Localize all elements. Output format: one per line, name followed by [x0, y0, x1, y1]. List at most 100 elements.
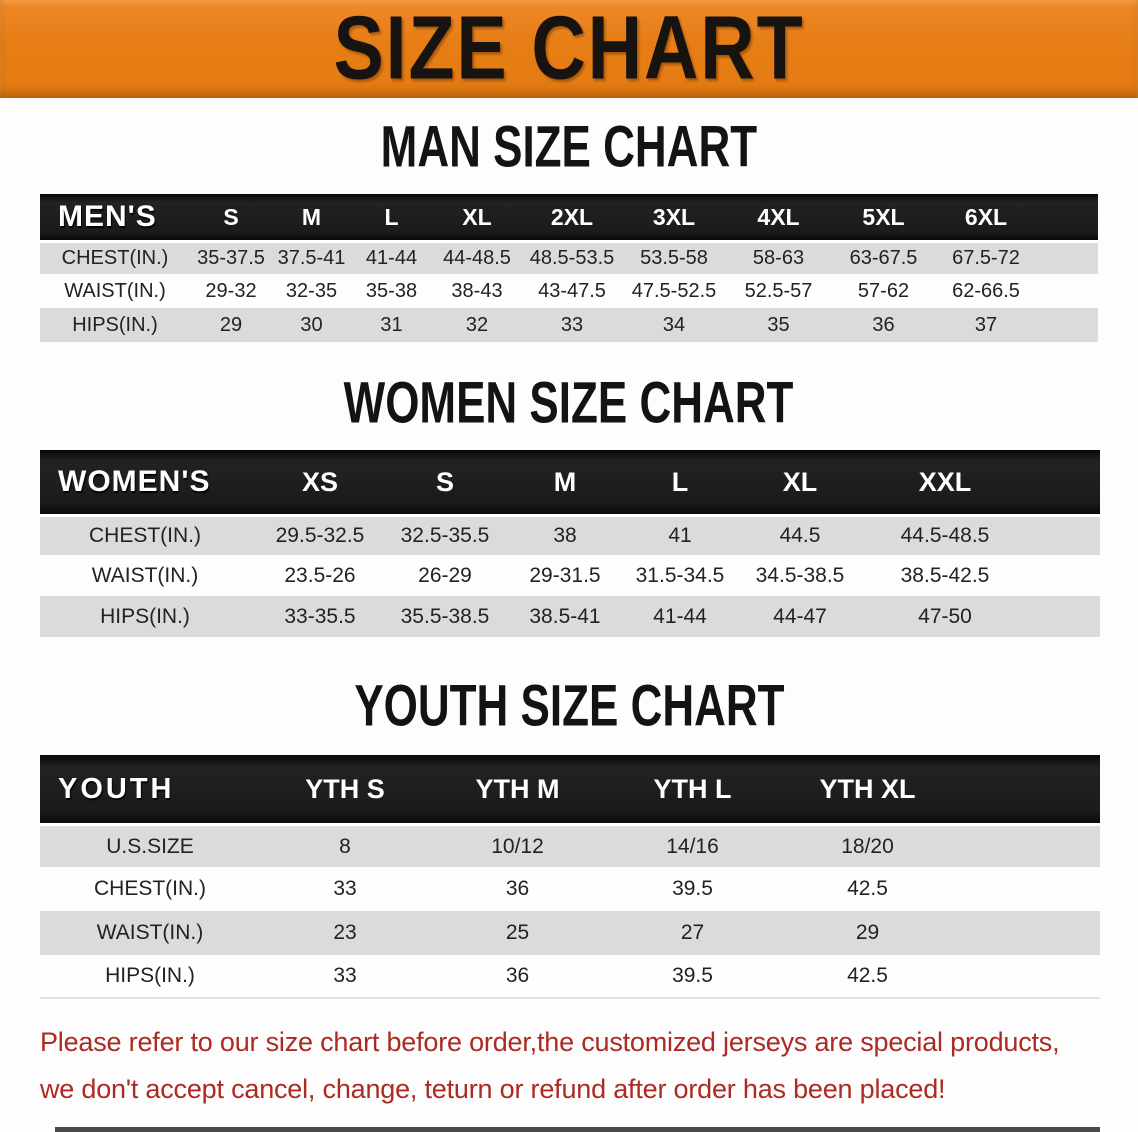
men-hips-row: HIPS(IN.) 29 30 31 32 33 34 35 36 37 — [40, 308, 1098, 342]
cell: 32-35 — [285, 279, 338, 302]
row-label: WAIST(IN.) — [96, 921, 204, 944]
youth-size-col-header: YTH L — [605, 755, 780, 823]
youth-size-col-header: YTH XL — [780, 755, 955, 823]
banner: SIZE CHART — [0, 0, 1138, 98]
cell: 41-44 — [351, 240, 432, 274]
filler-cell — [955, 911, 1100, 955]
row-label: U.S.SIZE — [40, 823, 260, 867]
men-waist-row: WAIST(IN.) 29-32 32-35 35-38 38-43 43-47… — [40, 274, 1098, 308]
women-header-row: WOMEN'S XS S M L XL XXL — [40, 450, 1100, 514]
row-label: HIPS(IN.) — [40, 955, 260, 999]
filler-cell — [1020, 450, 1100, 514]
disclaimer-line1: Please refer to our size chart before or… — [40, 1027, 1060, 1057]
cell: 30 — [300, 313, 323, 336]
cell: 38.5-41 — [529, 604, 601, 628]
men-size-col-header: 5XL — [831, 194, 936, 240]
cell: 42.5 — [780, 955, 955, 999]
women-corner-label: WOMEN'S — [40, 450, 250, 514]
bottom-border — [55, 1127, 1100, 1132]
cell: 32 — [465, 313, 489, 336]
cell: 26-29 — [418, 563, 472, 587]
men-size-col-header: M — [272, 194, 351, 240]
cell: 36 — [872, 313, 895, 336]
filler-cell — [1020, 596, 1100, 637]
youth-section: YOUTH SIZE CHART YOUTH YTH S YTH M YTH L… — [0, 675, 1138, 999]
cell: 43-47.5 — [538, 279, 606, 302]
cell: 67.5-72 — [936, 240, 1036, 274]
row-label: CHEST(IN.) — [94, 877, 206, 900]
men-header-row: MEN'S S M L XL 2XL 3XL 4XL 5XL 6XL — [40, 194, 1098, 240]
cell: 29 — [855, 921, 880, 944]
cell: 38-43 — [451, 279, 503, 302]
cell: 35 — [767, 313, 790, 336]
filler-cell — [1036, 308, 1098, 342]
cell: 35.5-38.5 — [400, 604, 490, 628]
men-section: MAN SIZE CHART MEN'S S M L XL 2XL 3XL 4X… — [0, 116, 1138, 342]
cell: 14/16 — [605, 823, 780, 867]
men-heading-text: MAN SIZE CHART — [380, 114, 758, 180]
filler-cell — [1036, 194, 1098, 240]
women-heading-text: WOMEN SIZE CHART — [344, 370, 794, 436]
cell: 29-31.5 — [529, 563, 601, 587]
youth-size-col-header: YTH S — [260, 755, 430, 823]
cell: 33 — [333, 877, 357, 900]
cell: 23.5-26 — [284, 563, 356, 587]
youth-section-heading: YOUTH SIZE CHART — [0, 675, 1138, 738]
youth-size-col-header: YTH M — [430, 755, 605, 823]
cell: 42.5 — [847, 877, 888, 900]
cell: 34 — [662, 313, 686, 336]
cell: 25 — [505, 921, 530, 944]
filler-cell — [1036, 274, 1098, 308]
cell: 29-32 — [205, 279, 257, 302]
youth-header-row: YOUTH YTH S YTH M YTH L YTH XL — [40, 755, 1100, 823]
women-size-col-header: S — [390, 450, 500, 514]
filler-cell — [955, 867, 1100, 911]
cell: 53.5-58 — [622, 240, 726, 274]
cell: 29.5-32.5 — [250, 514, 390, 555]
women-size-col-header: XXL — [870, 450, 1020, 514]
cell: 35-37.5 — [190, 240, 272, 274]
youth-ussize-row: U.S.SIZE 8 10/12 14/16 18/20 — [40, 823, 1100, 867]
row-label: WAIST(IN.) — [91, 563, 199, 587]
cell: 29 — [219, 313, 243, 336]
cell: 31.5-34.5 — [635, 563, 725, 587]
cell: 8 — [260, 823, 430, 867]
women-size-col-header: XS — [250, 450, 390, 514]
men-size-col-header: 4XL — [726, 194, 831, 240]
cell: 52.5-57 — [744, 279, 813, 302]
cell: 34.5-38.5 — [755, 563, 845, 587]
banner-title: SIZE CHART — [333, 0, 805, 99]
youth-size-table: YOUTH YTH S YTH M YTH L YTH XL U.S.SIZE … — [40, 755, 1100, 999]
cell: 41-44 — [653, 604, 707, 628]
men-chest-row: CHEST(IN.) 35-37.5 37.5-41 41-44 44-48.5… — [40, 240, 1098, 274]
men-size-col-header: XL — [432, 194, 522, 240]
men-size-col-header: L — [351, 194, 432, 240]
men-corner-label: MEN'S — [40, 194, 190, 240]
cell: 58-63 — [726, 240, 831, 274]
row-label: WAIST(IN.) — [64, 279, 166, 302]
women-section-heading: WOMEN SIZE CHART — [0, 372, 1138, 435]
cell: 33 — [260, 955, 430, 999]
disclaimer: Please refer to our size chart before or… — [40, 1019, 1138, 1113]
cell: 32.5-35.5 — [390, 514, 500, 555]
cell: 44-48.5 — [432, 240, 522, 274]
cell: 44-47 — [773, 604, 827, 628]
cell: 39.5 — [672, 877, 713, 900]
cell: 63-67.5 — [831, 240, 936, 274]
cell: 37.5-41 — [272, 240, 351, 274]
women-chest-row: CHEST(IN.) 29.5-32.5 32.5-35.5 38 41 44.… — [40, 514, 1100, 555]
cell: 44.5 — [730, 514, 870, 555]
men-section-heading: MAN SIZE CHART — [0, 116, 1138, 179]
cell: 44.5-48.5 — [870, 514, 1020, 555]
cell: 23 — [333, 921, 357, 944]
cell: 39.5 — [605, 955, 780, 999]
cell: 48.5-53.5 — [522, 240, 622, 274]
cell: 38 — [500, 514, 630, 555]
women-hips-row: HIPS(IN.) 33-35.5 35.5-38.5 38.5-41 41-4… — [40, 596, 1100, 637]
disclaimer-line2: we don't accept cancel, change, teturn o… — [40, 1074, 946, 1104]
row-label: CHEST(IN.) — [40, 514, 250, 555]
cell: 33-35.5 — [284, 604, 356, 628]
cell: 36 — [430, 955, 605, 999]
women-size-col-header: XL — [730, 450, 870, 514]
